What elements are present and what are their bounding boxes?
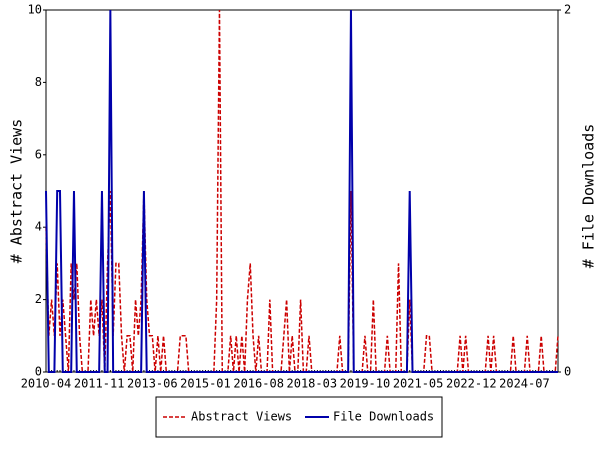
y-axis-label: # Abstract Views bbox=[8, 119, 26, 264]
y2-tick-label: 0 bbox=[564, 365, 571, 379]
y-tick-label: 2 bbox=[35, 292, 42, 306]
x-tick-label: 2024-07 bbox=[499, 377, 550, 391]
x-tick-label: 2015-01 bbox=[180, 377, 231, 391]
y-tick-label: 0 bbox=[35, 365, 42, 379]
y-tick-label: 10 bbox=[28, 3, 42, 17]
data-line bbox=[45, 9, 558, 373]
legend-label: Abstract Views bbox=[191, 410, 292, 424]
x-tick-label: 2011-11 bbox=[74, 377, 125, 391]
x-tick-label: 2021-05 bbox=[393, 377, 444, 391]
y2-tick-label: 2 bbox=[564, 3, 571, 17]
x-tick-label: 2016-08 bbox=[233, 377, 284, 391]
x-tick-label: 2013-06 bbox=[127, 377, 178, 391]
legend-label: File Downloads bbox=[333, 410, 434, 424]
y-tick-label: 6 bbox=[35, 147, 42, 161]
x-tick-label: 2022-12 bbox=[446, 377, 497, 391]
x-tick-label: 2018-03 bbox=[287, 377, 338, 391]
x-tick-label: 2019-10 bbox=[340, 377, 391, 391]
y-tick-label: 4 bbox=[35, 220, 42, 234]
y2-axis-label: # File Downloads bbox=[580, 124, 598, 269]
data-line bbox=[45, 9, 559, 373]
legend-box bbox=[155, 396, 443, 438]
x-tick-label: 2010-04 bbox=[21, 377, 72, 391]
y-tick-label: 8 bbox=[35, 75, 42, 89]
